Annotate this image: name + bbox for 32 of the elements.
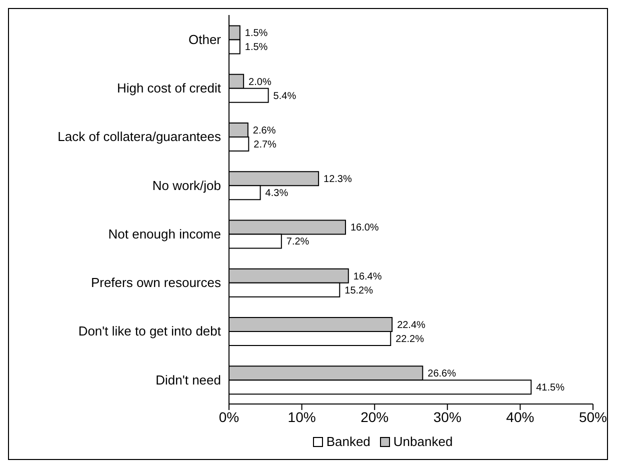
- data-label: 5.4%: [273, 90, 296, 102]
- y-tick-label: Not enough income: [108, 226, 221, 242]
- data-label: 2.6%: [252, 126, 276, 136]
- y-tick-label: Other: [188, 32, 222, 47]
- x-tick-label: 0%: [218, 408, 240, 425]
- y-tick-label: No work/job: [152, 178, 221, 193]
- data-label: 16.4%: [353, 271, 382, 282]
- data-label: 2.7%: [254, 139, 277, 150]
- data-label: 7.2%: [286, 236, 310, 248]
- x-tick-label: 10%: [288, 408, 316, 425]
- x-tick-label: 20%: [360, 408, 389, 425]
- data-label: 15.2%: [344, 285, 374, 296]
- data-label: 4.3%: [265, 188, 288, 200]
- x-tick-label: 40%: [506, 408, 534, 425]
- data-label: 16.0%: [350, 222, 379, 234]
- data-label: 22.4%: [397, 320, 426, 331]
- x-tick-label: 50%: [578, 408, 608, 425]
- y-tick-label: Lack of collatera/guarantees: [58, 129, 222, 144]
- y-tick-label: Prefers own resources: [90, 275, 222, 290]
- data-label: 26.6%: [428, 368, 456, 380]
- data-label: 1.5%: [244, 42, 268, 54]
- legend-label: Unbanked: [392, 434, 453, 449]
- y-tick-label: Don't like to get into debt: [78, 324, 222, 339]
- legend-label: Banked: [325, 434, 370, 449]
- data-label: 2.0%: [248, 76, 272, 88]
- y-tick-label: High cost of credit: [116, 80, 222, 96]
- data-label: 22.2%: [396, 334, 424, 345]
- data-label: 41.5%: [536, 382, 565, 394]
- y-tick-label: Didn't need: [156, 372, 221, 388]
- data-label: 12.3%: [324, 174, 352, 186]
- data-label: 1.5%: [244, 28, 268, 40]
- x-tick-label: 30%: [433, 408, 462, 425]
